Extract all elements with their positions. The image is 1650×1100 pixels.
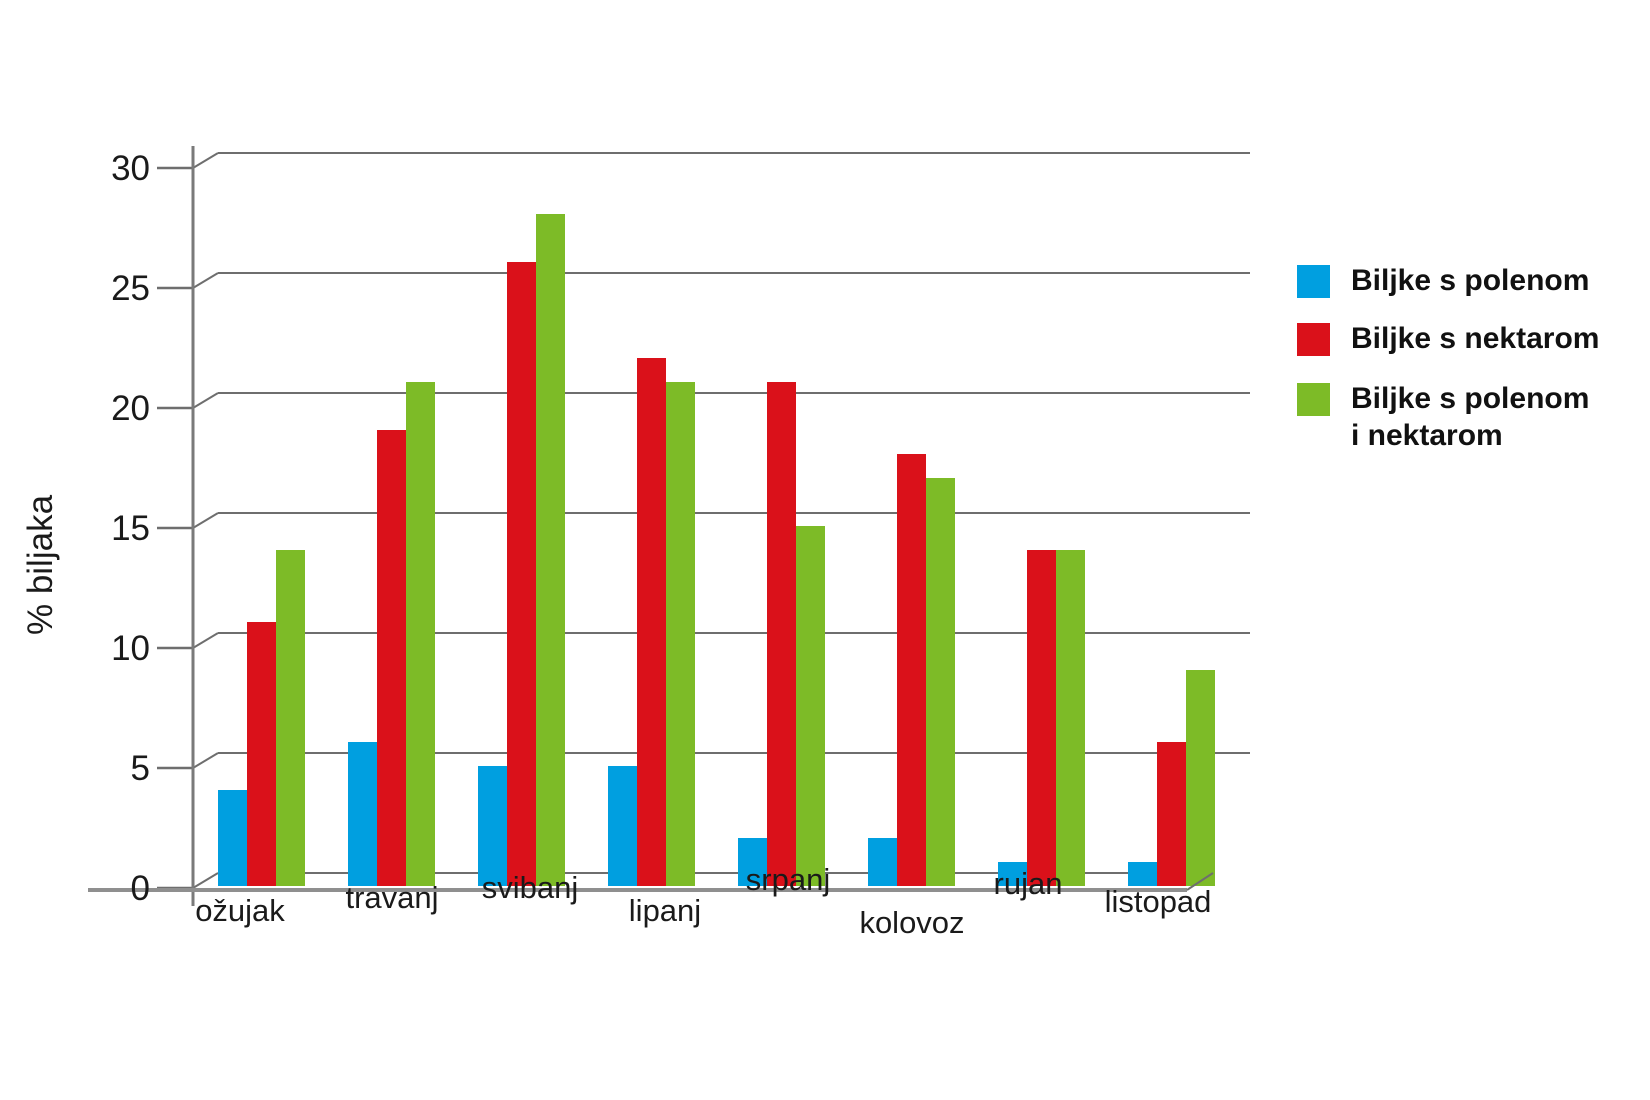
bar-svibanj-series1	[478, 766, 507, 886]
bar-rujan-series2	[1027, 550, 1056, 886]
y-tick-label-20: 20	[111, 389, 150, 428]
bar-listopad-series2	[1157, 742, 1186, 886]
bar-srpanj-series3	[796, 526, 825, 886]
bar-kolovoz-series3	[926, 478, 955, 886]
y-tick-label-5: 5	[131, 749, 150, 788]
bar-srpanj-series2	[767, 382, 796, 886]
x-label-srpanj: srpanj	[746, 862, 830, 897]
legend-item-3: Biljke s polenom i nektarom	[1297, 382, 1590, 457]
y-tick-label-15: 15	[111, 509, 150, 548]
baseline-depth-joint-right	[1186, 872, 1214, 891]
bar-travanj-series3	[406, 382, 435, 886]
x-label-lipanj: lipanj	[629, 893, 701, 928]
bar-ožujak-series2	[247, 622, 276, 886]
legend-swatch-1	[1297, 265, 1330, 298]
y-tick-labels: 0 5 10 15 20 25 30	[111, 149, 150, 908]
bar-ožujak-series3	[276, 550, 305, 886]
legend-label-2: Biljke s nektarom	[1351, 322, 1600, 355]
y-tick-label-30: 30	[111, 149, 150, 188]
bar-lipanj-series3	[666, 382, 695, 886]
legend-label-1: Biljke s polenom	[1351, 264, 1590, 297]
bar-rujan-series3	[1056, 550, 1085, 886]
x-label-travanj: travanj	[345, 880, 438, 915]
gridline-depth-joint-10	[192, 632, 219, 649]
x-label-ožujak: ožujak	[195, 893, 285, 928]
bar-srpanj-series1	[738, 838, 767, 886]
bar-kolovoz-series1	[868, 838, 897, 886]
bar-listopad-series1	[1128, 862, 1157, 886]
legend-item-2: Biljke s nektarom	[1297, 322, 1600, 360]
bar-rujan-series1	[998, 862, 1027, 886]
legend-item-1: Biljke s polenom	[1297, 264, 1590, 302]
y-tick-label-25: 25	[111, 269, 150, 308]
bar-travanj-series1	[348, 742, 377, 886]
bar-listopad-series3	[1186, 670, 1215, 886]
x-label-svibanj: svibanj	[482, 870, 579, 905]
y-axis-title: % biljaka	[21, 494, 60, 635]
bar-svibanj-series2	[507, 262, 536, 886]
gridline-depth-joint-0	[192, 872, 219, 889]
x-label-rujan: rujan	[994, 866, 1063, 901]
gridline-depth-joint-5	[192, 752, 219, 769]
bar-series	[218, 214, 1215, 886]
gridline-depth-joint-20	[192, 392, 219, 409]
bar-lipanj-series1	[608, 766, 637, 886]
legend-swatch-3	[1297, 383, 1330, 416]
gridline-depth-joint-25	[192, 272, 219, 289]
y-tick-label-0: 0	[131, 869, 150, 908]
bar-lipanj-series2	[637, 358, 666, 886]
x-label-kolovoz: kolovoz	[859, 905, 964, 940]
gridline-depth-joint-15	[192, 512, 219, 529]
bar-svibanj-series3	[536, 214, 565, 886]
legend-label-3: Biljke s polenom i nektarom	[1351, 382, 1590, 452]
x-category-labels: ožujak travanj svibanj lipanj srpanj kolovoz r…	[195, 862, 1211, 940]
x-label-listopad: listopad	[1105, 884, 1212, 919]
legend-swatch-2	[1297, 323, 1330, 356]
bar-travanj-series2	[377, 430, 406, 886]
y-tick-label-10: 10	[111, 629, 150, 668]
axes	[88, 146, 1214, 906]
gridline-depth-joint-30	[192, 152, 219, 169]
bar-kolovoz-series2	[897, 454, 926, 886]
bar-ožujak-series1	[218, 790, 247, 886]
